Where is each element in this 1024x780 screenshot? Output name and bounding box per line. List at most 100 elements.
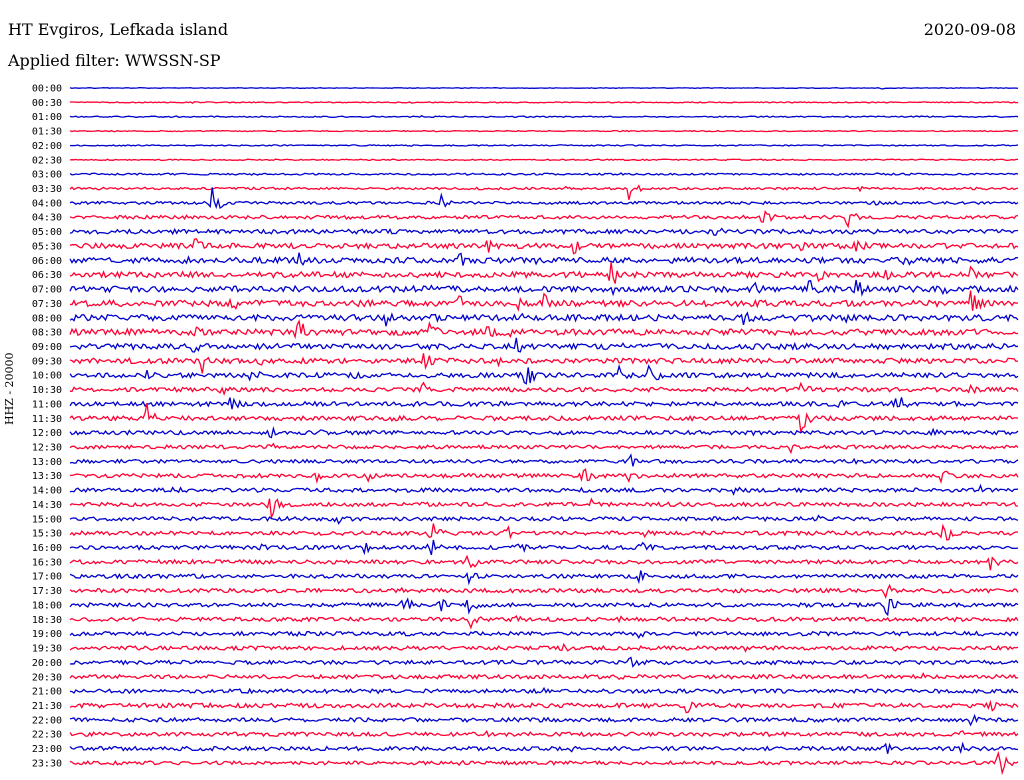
trace-1500 [69, 514, 1019, 525]
trace-1000 [69, 363, 1019, 385]
trace-1300 [69, 453, 1019, 467]
row-label-1130: 11:30 [32, 414, 62, 425]
row-label-0200: 02:00 [32, 141, 62, 152]
trace-1600 [69, 539, 1019, 556]
trace-0330 [69, 184, 1019, 200]
trace-0000 [69, 87, 1019, 90]
trace-0400 [69, 187, 1019, 210]
trace-1900 [69, 630, 1019, 639]
row-label-2100: 21:00 [32, 687, 62, 698]
trace-2230 [69, 729, 1019, 738]
row-label-0700: 07:00 [32, 285, 62, 296]
trace-0300 [69, 172, 1019, 176]
row-label-1330: 13:30 [32, 471, 62, 482]
row-label-1500: 15:00 [32, 514, 62, 525]
row-label-2000: 20:00 [32, 658, 62, 669]
trace-0130 [69, 129, 1019, 133]
row-label-1830: 18:30 [32, 615, 62, 626]
row-label-0430: 04:30 [32, 213, 62, 224]
row-label-0900: 09:00 [32, 342, 62, 353]
row-label-0030: 00:30 [32, 98, 62, 109]
row-label-2230: 22:30 [32, 730, 62, 741]
row-label-1730: 17:30 [32, 586, 62, 597]
row-label-1530: 15:30 [32, 529, 62, 540]
row-label-0830: 08:30 [32, 328, 62, 339]
row-label-1230: 12:30 [32, 443, 62, 454]
trace-0700 [69, 279, 1019, 297]
row-label-1100: 11:00 [32, 399, 62, 410]
row-label-2130: 21:30 [32, 701, 62, 712]
trace-2200 [69, 713, 1019, 727]
trace-0100 [69, 115, 1019, 119]
row-label-0800: 08:00 [32, 313, 62, 324]
trace-1400 [69, 483, 1019, 496]
row-label-0400: 04:00 [32, 198, 62, 209]
trace-0530 [69, 238, 1019, 255]
trace-2300 [69, 741, 1019, 755]
row-label-0500: 05:00 [32, 227, 62, 238]
trace-0500 [69, 227, 1019, 236]
trace-0430 [69, 209, 1019, 229]
trace-0630 [69, 262, 1019, 284]
trace-1430 [69, 497, 1018, 520]
row-label-1600: 16:00 [32, 543, 62, 554]
row-label-1630: 16:30 [32, 557, 62, 568]
trace-0930 [69, 353, 1019, 374]
trace-1130 [69, 403, 1019, 435]
trace-2100 [69, 686, 1019, 695]
trace-1930 [69, 642, 1019, 653]
trace-1230 [69, 442, 1019, 455]
row-label-1000: 10:00 [32, 371, 62, 382]
row-label-1300: 13:00 [32, 457, 62, 468]
trace-1530 [69, 523, 1019, 541]
row-label-2330: 23:30 [32, 758, 62, 769]
trace-1100 [69, 397, 1019, 410]
row-label-0630: 06:30 [32, 270, 62, 281]
filter-label: Applied filter: WWSSN-SP [8, 51, 221, 70]
trace-2130 [69, 699, 1019, 714]
trace-2000 [69, 656, 1019, 668]
row-label-0330: 03:30 [32, 184, 62, 195]
row-label-1430: 14:30 [32, 500, 62, 511]
row-label-0100: 01:00 [32, 112, 62, 123]
station-title: HT Evgiros, Lefkada island [8, 20, 229, 39]
trace-1030 [69, 381, 1019, 396]
row-label-2300: 23:00 [32, 744, 62, 755]
trace-1730 [69, 583, 1019, 599]
row-label-0730: 07:30 [32, 299, 62, 310]
trace-1700 [69, 570, 1019, 586]
row-label-0530: 05:30 [32, 241, 62, 252]
row-label-1930: 19:30 [32, 644, 62, 655]
row-label-0600: 06:00 [32, 256, 62, 267]
trace-0900 [69, 337, 1019, 353]
trace-0800 [69, 311, 1019, 327]
row-label-2030: 20:30 [32, 672, 62, 683]
trace-0230 [69, 158, 1018, 162]
row-label-0000: 00:00 [32, 84, 62, 95]
trace-0030 [69, 101, 1019, 104]
trace-0730 [69, 290, 1019, 312]
trace-2030 [69, 672, 1019, 681]
row-label-2200: 22:00 [32, 715, 62, 726]
trace-2330 [69, 750, 1019, 776]
row-label-1800: 18:00 [32, 600, 62, 611]
row-label-1400: 14:00 [32, 486, 62, 497]
trace-0200 [69, 144, 1019, 147]
date-label: 2020-09-08 [923, 20, 1016, 39]
row-label-1700: 17:00 [32, 572, 62, 583]
row-label-0930: 09:30 [32, 356, 62, 367]
trace-0600 [69, 252, 1019, 266]
trace-1800 [69, 597, 1019, 617]
trace-1630 [69, 554, 1019, 571]
row-label-1200: 12:00 [32, 428, 62, 439]
trace-1330 [69, 468, 1019, 485]
row-label-1900: 19:00 [32, 629, 62, 640]
trace-0830 [69, 318, 1019, 340]
row-label-0130: 01:30 [32, 127, 62, 138]
trace-1830 [69, 614, 1019, 630]
row-label-1030: 10:30 [32, 385, 62, 396]
row-label-0300: 03:00 [32, 170, 62, 181]
trace-1200 [69, 426, 1019, 439]
row-label-0230: 02:30 [32, 155, 62, 166]
